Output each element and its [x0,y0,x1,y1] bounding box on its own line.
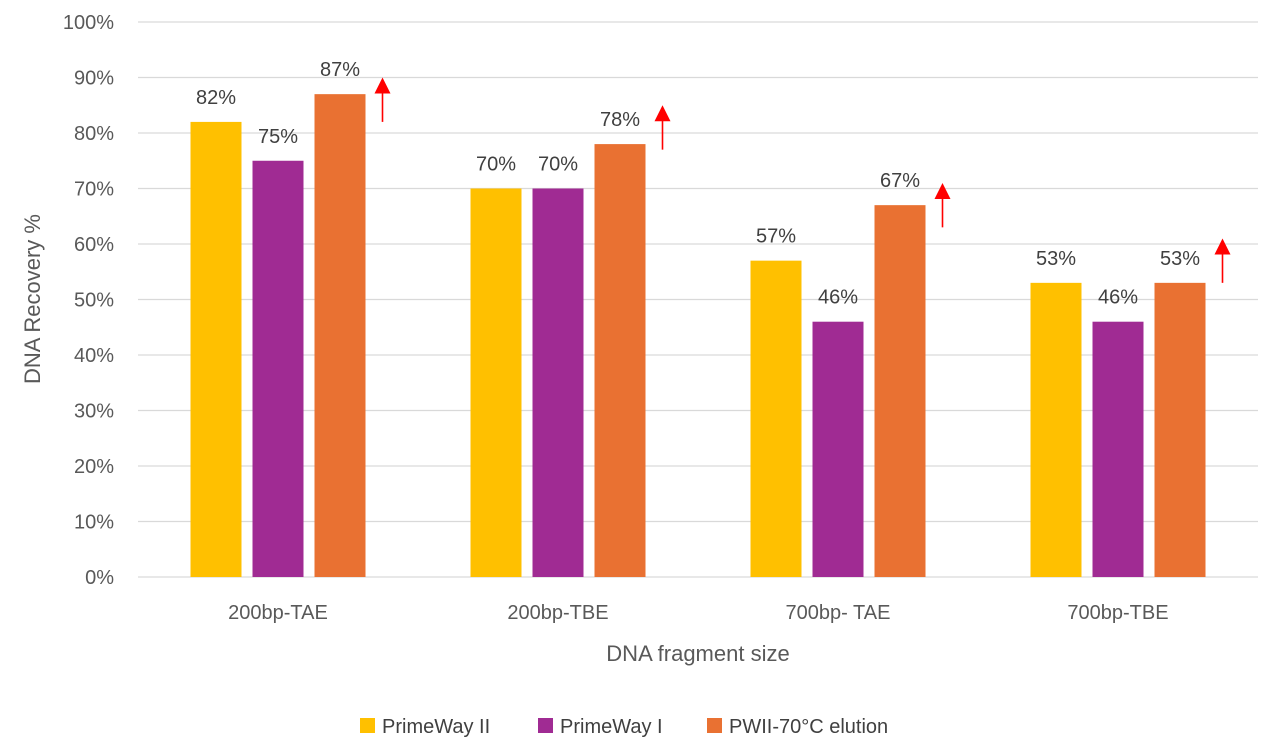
data-label: 70% [538,154,578,176]
y-tick-label: 20% [74,456,114,478]
data-label: 57% [756,226,796,248]
y-axis-ticks: 0% 10% 20% 30% 40% 50% 60% 70% 80% 90% 100% [63,12,114,589]
data-label: 46% [1098,287,1138,309]
up-arrow [374,77,391,122]
data-label: 78% [600,109,640,131]
bar [1154,282,1206,577]
bar [750,260,802,577]
up-arrow [934,182,951,228]
legend: PrimeWay II PrimeWay I PWII-70°C elution [360,716,888,738]
y-tick-label: 0% [85,567,114,589]
x-tick-label: 700bp-TBE [1067,602,1168,624]
bar [594,144,646,577]
arrow-head [654,105,671,122]
y-tick-label: 50% [74,290,114,312]
bar [252,160,304,577]
bar [1092,321,1144,577]
data-label: 82% [196,87,236,109]
legend-swatch [538,718,553,733]
bar [812,321,864,577]
bars [190,94,1206,578]
up-arrow [654,105,671,150]
y-tick-label: 60% [74,234,114,256]
data-label: 67% [880,170,920,192]
data-labels: 82% 70% 57% 53% 75% 70% 46% 46% 87% 78% 67% 53% [196,59,1200,309]
y-tick-label: 40% [74,345,114,367]
data-label: 46% [818,287,858,309]
data-label: 53% [1160,248,1200,270]
legend-swatch [707,718,722,733]
x-tick-label: 200bp-TBE [507,602,608,624]
data-label: 70% [476,154,516,176]
bar [1030,282,1082,577]
x-axis-title: DNA fragment size [606,641,789,666]
arrow-head [934,182,951,199]
data-label: 87% [320,59,360,81]
legend-item: PWII-70°C elution [707,716,888,738]
y-tick-label: 100% [63,12,114,34]
x-axis-ticks: 200bp-TAE 200bp-TBE 700bp- TAE 700bp-TBE [228,602,1168,624]
legend-label: PrimeWay I [560,716,663,738]
up-arrow [1214,238,1231,283]
bar [314,94,366,578]
bar [532,188,584,577]
x-tick-label: 700bp- TAE [786,602,891,624]
annotation-arrows [374,77,1231,283]
legend-label: PWII-70°C elution [729,716,888,738]
arrow-head [1214,238,1231,255]
bar [874,205,926,577]
gridlines [138,21,1258,578]
y-tick-label: 30% [74,401,114,423]
y-tick-label: 10% [74,512,114,534]
bar [470,188,522,577]
arrow-head [374,77,391,94]
y-tick-label: 80% [74,123,114,145]
legend-item: PrimeWay I [538,716,663,738]
x-tick-label: 200bp-TAE [228,602,328,624]
y-tick-label: 90% [74,68,114,90]
legend-item: PrimeWay II [360,716,490,738]
y-tick-label: 70% [74,179,114,201]
legend-label: PrimeWay II [382,716,490,738]
y-axis-title: DNA Recovery % [20,214,45,384]
data-label: 53% [1036,248,1076,270]
legend-swatch [360,718,375,733]
data-label: 75% [258,126,298,148]
bar [190,121,242,578]
